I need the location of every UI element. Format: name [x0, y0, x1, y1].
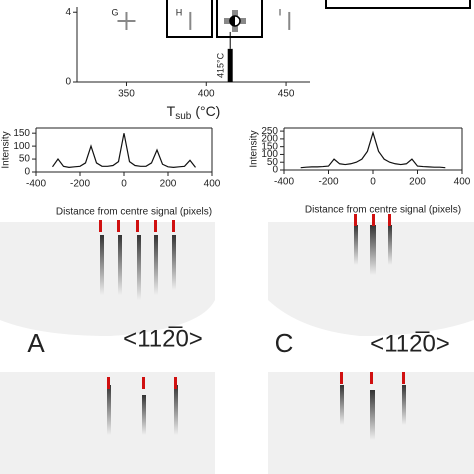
line [52, 133, 196, 168]
frame [166, 0, 213, 38]
marker-core [229, 15, 235, 26]
y-tick-label: 100 [261, 149, 278, 160]
panel-label: A [27, 328, 45, 358]
x-tick-label: 200 [160, 179, 177, 190]
x-tick-label: 400 [454, 177, 471, 188]
x-tick-label: 200 [409, 177, 426, 188]
y-tick-label: 150 [13, 128, 30, 139]
y-tick-label: 250 [261, 126, 278, 137]
frame [325, 0, 471, 9]
x-tick-label: 350 [118, 89, 135, 100]
x-tick-label: 0 [370, 177, 376, 188]
x-tick-label: -400 [26, 179, 46, 190]
y-axis-label: Intensity [249, 130, 260, 167]
x-tick-label: -200 [70, 179, 90, 190]
y-tick-label: 50 [267, 157, 279, 168]
y-tick-label: 50 [19, 154, 31, 165]
x-axis-label: Distance from centre signal (pixels) [56, 207, 212, 218]
frame [216, 0, 263, 38]
x-tick-label: 0 [121, 179, 127, 190]
x-axis-label: Tsub (°C) [167, 103, 221, 122]
x-tick-label: -200 [318, 177, 338, 188]
x-tick-label: 400 [198, 89, 215, 100]
bar-label: 415°C [216, 52, 226, 78]
x-axis-label: Distance from centre signal (pixels) [305, 205, 461, 216]
y-tick-label: 0 [272, 165, 278, 176]
y-tick-label: 0 [24, 167, 30, 178]
marker [117, 11, 136, 30]
line [300, 130, 446, 169]
panel-label: C [275, 328, 294, 358]
x-axis-label-sub: sub [175, 111, 192, 122]
rheed-images [0, 214, 474, 474]
x-axis-label-main: T [167, 103, 176, 119]
point-label: H [176, 7, 183, 17]
panel-direction: <112̅0> [123, 325, 203, 352]
bar [227, 48, 233, 82]
y-tick-label: 200 [261, 134, 278, 145]
y-tick-label: 150 [261, 141, 278, 152]
x-tick-label: 400 [204, 179, 221, 190]
panel-direction: <112̅0> [370, 330, 450, 357]
y-axis-label: Intensity [1, 131, 12, 168]
x-tick-label: -400 [274, 177, 294, 188]
x-tick-label: 450 [278, 89, 295, 100]
x-axis-label-unit: (°C) [195, 103, 220, 119]
y-tick-label: 0 [65, 77, 71, 88]
point-label: G [111, 7, 118, 17]
point-label: I [279, 7, 282, 17]
y-tick-label: 100 [13, 141, 30, 152]
y-tick-label: 4 [65, 7, 71, 18]
